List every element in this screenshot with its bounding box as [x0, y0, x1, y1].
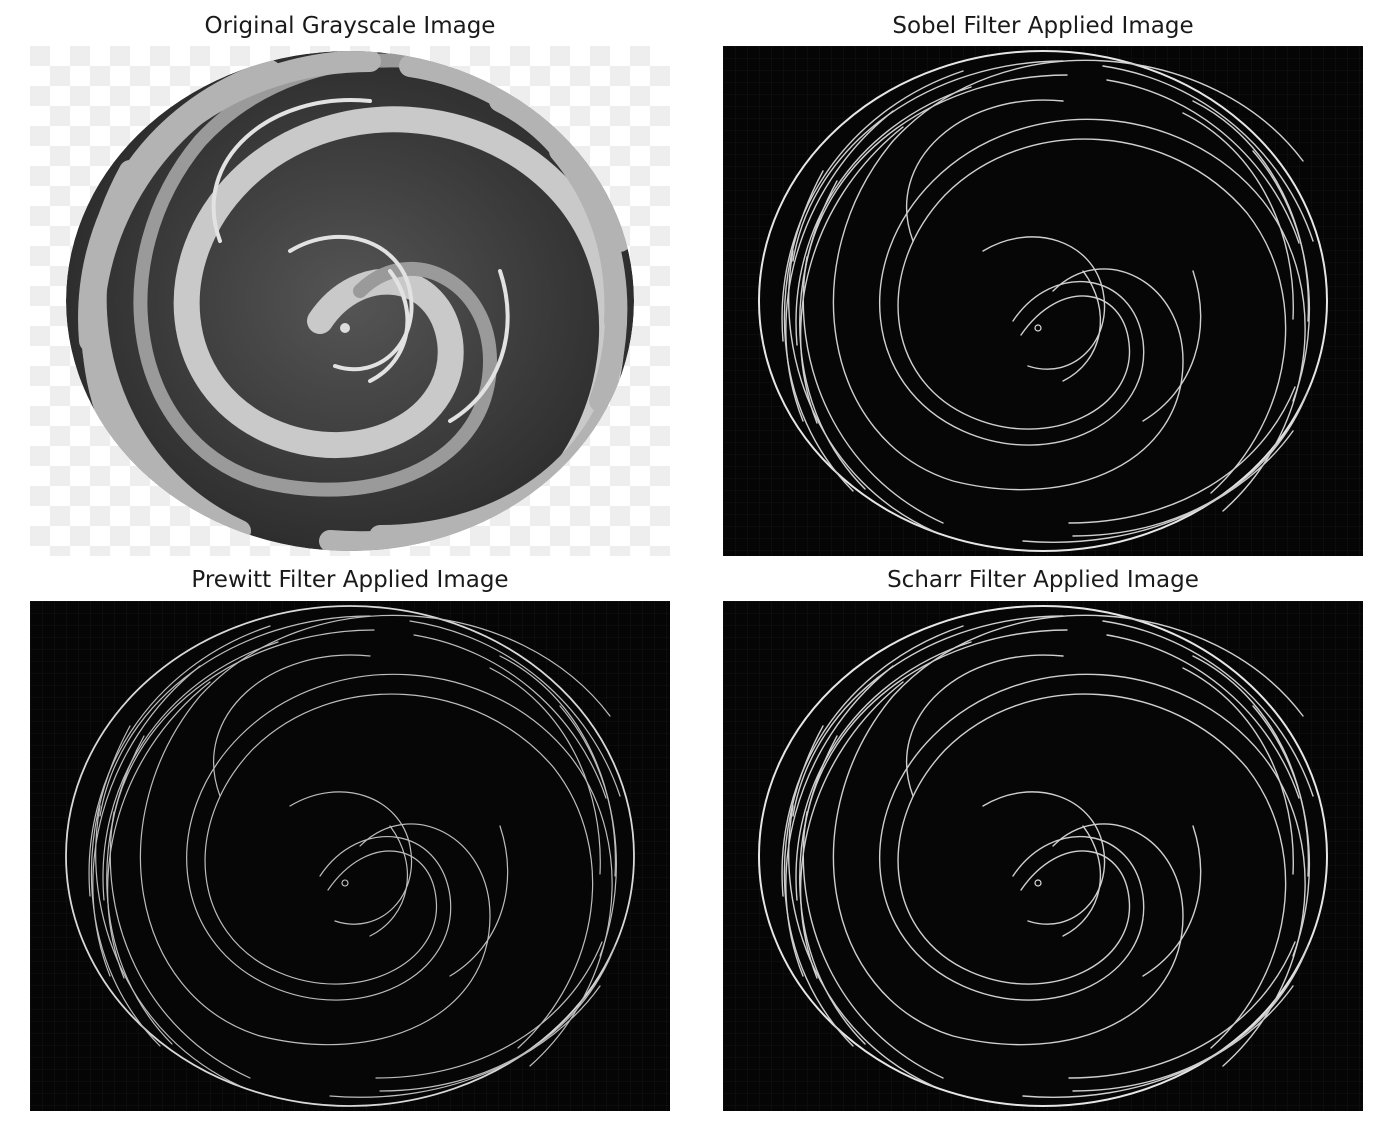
panel-title-prewitt: Prewitt Filter Applied Image	[191, 567, 509, 593]
sobel-image-canvas	[723, 46, 1363, 556]
panel-title-scharr: Scharr Filter Applied Image	[887, 567, 1199, 593]
original-grayscale-image	[30, 46, 670, 556]
lollipop	[66, 51, 634, 551]
sobel-filter-image	[723, 46, 1363, 556]
sobel-edge-map	[758, 50, 1328, 552]
scharr-edge-map	[758, 605, 1328, 1107]
scharr-image-canvas	[723, 601, 1363, 1111]
prewitt-image-canvas	[30, 601, 670, 1111]
panel-title-sobel: Sobel Filter Applied Image	[892, 13, 1194, 39]
panel-title-original: Original Grayscale Image	[204, 13, 496, 39]
prewitt-filter-image	[30, 601, 670, 1111]
scharr-filter-image	[723, 601, 1363, 1111]
prewitt-edge-map	[65, 605, 635, 1107]
original-image-canvas	[30, 46, 670, 556]
